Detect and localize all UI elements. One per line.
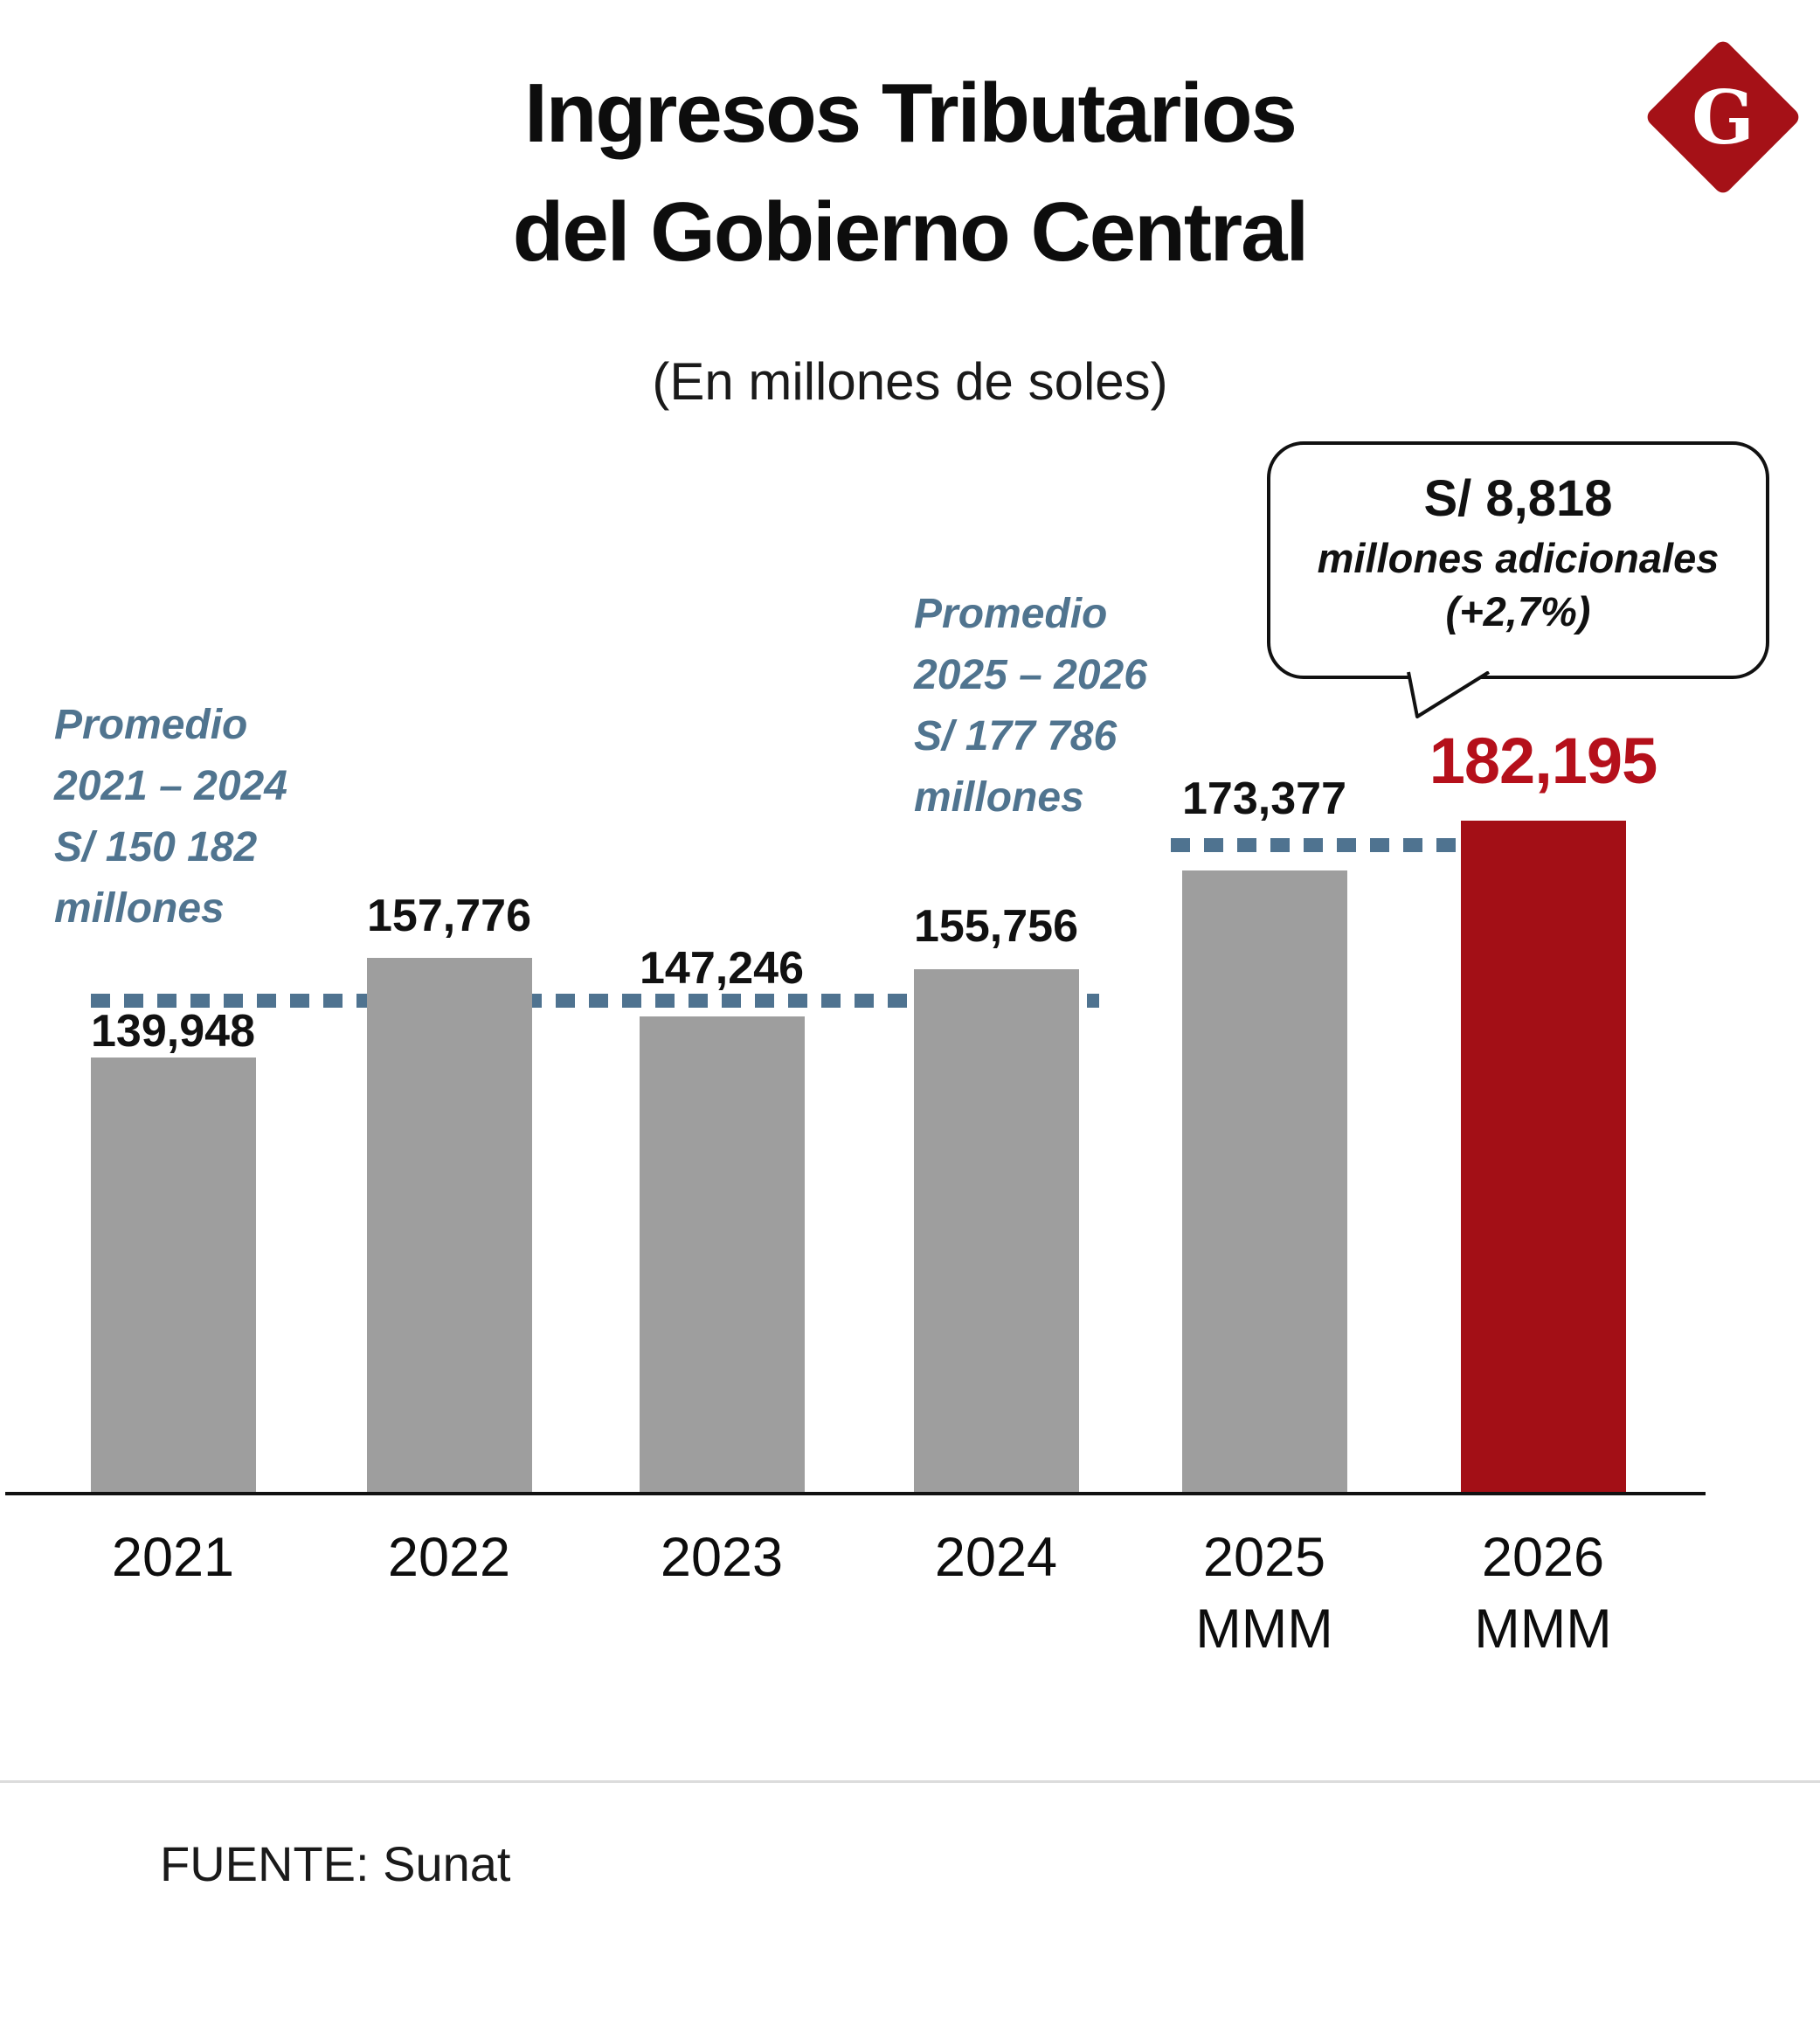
bar-value-2025: 173,377 xyxy=(1182,773,1346,824)
gestion-logo: G xyxy=(1644,38,1803,197)
logo-letter: G xyxy=(1692,73,1754,161)
note-line: 2025 – 2026 xyxy=(914,652,1147,698)
callout-description: millones adicionales xyxy=(1317,534,1720,581)
note-line: 2021 – 2024 xyxy=(54,763,287,809)
axis-label-2021: 2021 xyxy=(42,1522,304,1594)
bar-value-2022: 157,776 xyxy=(367,891,531,941)
callout-amount: S/ 8,818 xyxy=(1423,470,1613,527)
bar-2023 xyxy=(640,1016,805,1494)
axis-label-2025: 2025 MMM xyxy=(1133,1522,1395,1666)
title-line-1: Ingresos Tributarios xyxy=(524,66,1298,160)
bar-2021 xyxy=(91,1058,256,1494)
note-line: millones xyxy=(54,885,225,932)
tick-year: 2023 xyxy=(660,1527,784,1588)
bar-value-2026: 182,195 xyxy=(1429,725,1658,797)
average-2025-2026-note: Promedio 2025 – 2026 S/ 177 786 millones xyxy=(914,584,1147,829)
tick-year: 2021 xyxy=(111,1527,235,1588)
bar-2025 xyxy=(1182,870,1347,1494)
chart-subtitle: (En millones de soles) xyxy=(652,352,1168,411)
axis-label-2022: 2022 xyxy=(318,1522,580,1594)
callout-bubble: S/ 8,818 millones adicionales (+2,7%) xyxy=(1267,441,1769,718)
average-2021-2024-line xyxy=(91,994,1099,1008)
tick-year: 2025 xyxy=(1202,1527,1326,1588)
axis-label-2024: 2024 xyxy=(865,1522,1127,1594)
tick-year: 2024 xyxy=(934,1527,1058,1588)
axis-label-2023: 2023 xyxy=(591,1522,853,1594)
tick-sub: MMM xyxy=(1474,1598,1612,1660)
note-line: S/ 150 182 xyxy=(54,824,258,870)
callout-tail-icon xyxy=(1407,671,1491,718)
note-line: millones xyxy=(914,774,1084,821)
bar-value-2021: 139,948 xyxy=(91,1006,255,1057)
bar-value-2024: 155,756 xyxy=(914,901,1078,952)
bar-2026 xyxy=(1461,821,1626,1494)
note-line: S/ 177 786 xyxy=(914,713,1118,759)
axis-label-2026: 2026 MMM xyxy=(1412,1522,1674,1666)
x-axis-line xyxy=(5,1492,1706,1495)
source-text: FUENTE: Sunat xyxy=(160,1836,511,1891)
note-line: Promedio xyxy=(914,591,1108,637)
average-2021-2024-note: Promedio 2021 – 2024 S/ 150 182 millones xyxy=(54,695,287,940)
note-line: Promedio xyxy=(54,702,248,748)
bar-2024 xyxy=(914,969,1079,1494)
tick-year: 2026 xyxy=(1481,1527,1605,1588)
bar-2022 xyxy=(367,958,532,1494)
tick-year: 2022 xyxy=(387,1527,511,1588)
title-line-2: del Gobierno Central xyxy=(512,185,1309,280)
tick-sub: MMM xyxy=(1195,1598,1333,1660)
callout-percent: (+2,7%) xyxy=(1445,587,1591,635)
bar-value-2023: 147,246 xyxy=(640,943,804,994)
page-title: Ingresos Tributarios del Gobierno Centra… xyxy=(0,54,1820,293)
footer-divider xyxy=(0,1780,1820,1783)
